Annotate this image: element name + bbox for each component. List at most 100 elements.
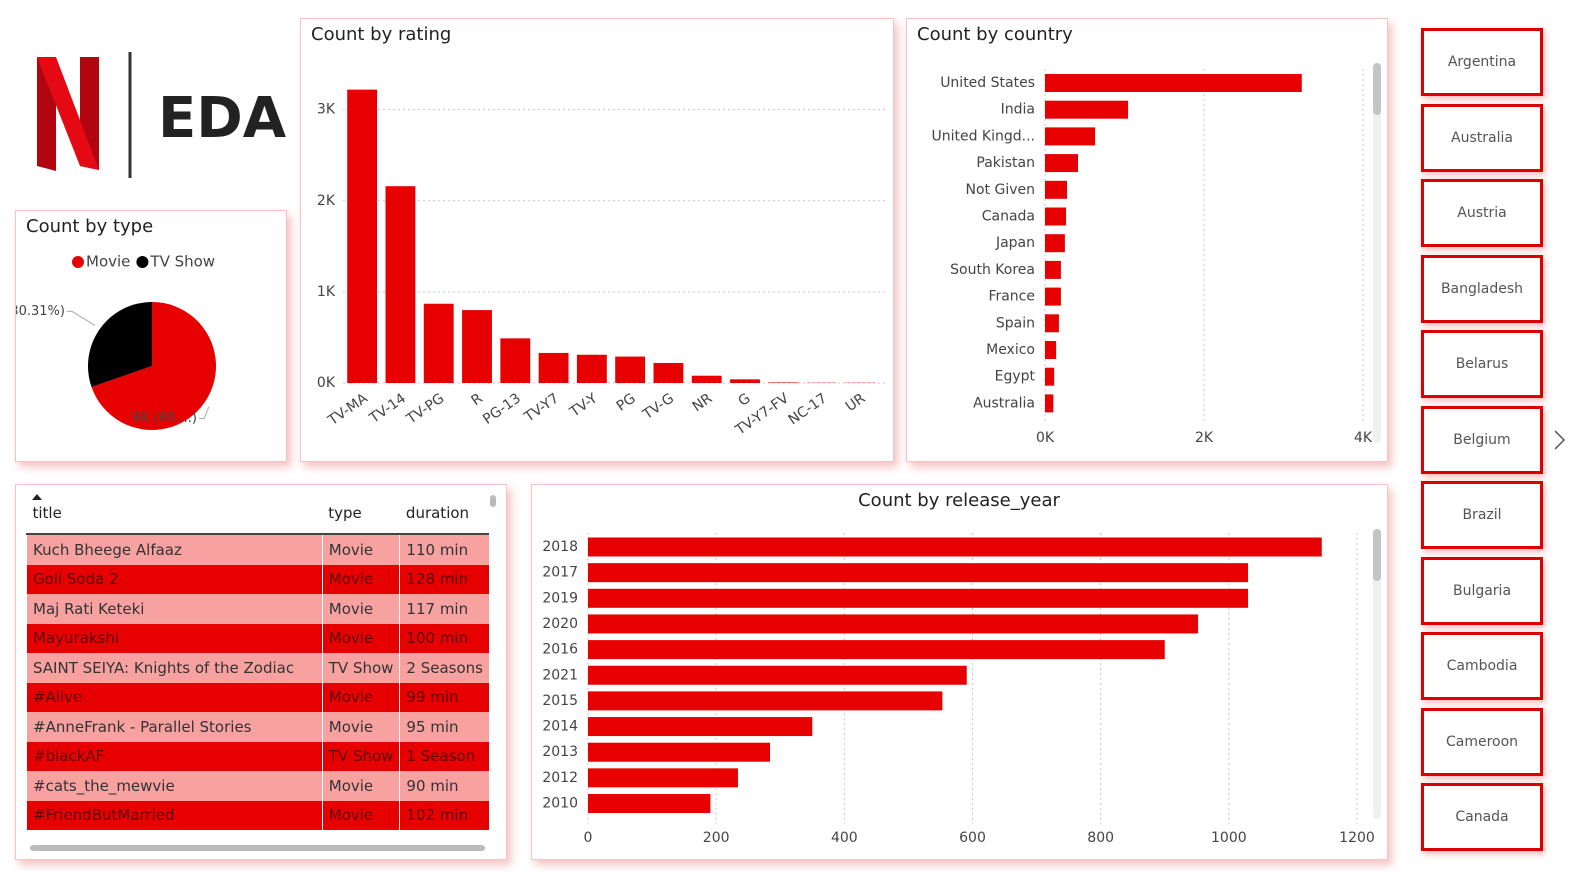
data-label: 6K (69....) — [133, 411, 197, 426]
table-cell: 2 Seasons — [399, 653, 489, 683]
x-tick-label: 1000 — [1211, 830, 1247, 846]
table-cell: #FriendButMarried — [26, 800, 323, 830]
bar — [1045, 394, 1054, 413]
table-cell: Movie — [321, 564, 400, 594]
h-scrollbar[interactable] — [30, 845, 485, 851]
x-tick-label: PG — [614, 390, 639, 414]
x-tick-label: G — [736, 390, 754, 409]
leader-line — [66, 310, 96, 326]
bar — [588, 537, 1322, 557]
slicer-button[interactable]: Brazil — [1421, 481, 1543, 549]
legend-swatch — [136, 256, 149, 268]
next-page[interactable] — [1550, 425, 1570, 455]
table-cell: #blackAF — [26, 741, 323, 771]
slicer-button[interactable]: Bangladesh — [1421, 254, 1543, 323]
y-tick-label: 2015 — [542, 693, 578, 709]
data-label: 3K (30.31%) — [16, 304, 65, 319]
v-scrollbar[interactable] — [490, 495, 496, 507]
table-cell: Movie — [321, 623, 400, 653]
year-panel: Count by release_year 0 200 400 600 800 1000 12… — [531, 484, 1388, 860]
slicer-button[interactable]: Argentina — [1421, 28, 1543, 96]
table-cell: TV Show — [321, 741, 400, 771]
x-tick-label: 1200 — [1339, 830, 1375, 846]
bar — [588, 742, 770, 762]
x-tick-label: 400 — [831, 830, 858, 846]
scroll-thumb[interactable] — [1373, 529, 1381, 581]
y-tick-label: 2019 — [542, 590, 578, 606]
table-cell: Mayurakshi — [26, 623, 323, 653]
table-cell: 110 min — [399, 534, 489, 565]
pie-slice — [91, 302, 216, 430]
scroll-thumb[interactable] — [1373, 63, 1381, 115]
table-row[interactable]: #FriendButMarried Movie 102 min — [26, 800, 489, 830]
column-header[interactable]: duration — [399, 493, 489, 535]
legend-label: Movie — [86, 253, 130, 271]
chart-title: Count by release_year — [858, 490, 1060, 511]
table-cell: Movie — [321, 682, 400, 712]
table-cell: Movie — [321, 534, 400, 565]
bar — [462, 310, 492, 383]
slicer-button[interactable]: Cambodia — [1421, 632, 1543, 700]
scroll-track[interactable] — [1373, 529, 1381, 819]
x-tick-label: TV-G — [639, 390, 677, 423]
bar — [1045, 287, 1061, 306]
column-header[interactable]: title — [26, 493, 323, 535]
data-table: title type duration Kuch Bheege Alfaaz Movie… — [26, 493, 489, 830]
column-header[interactable]: type — [322, 493, 400, 535]
y-tick-label: Australia — [973, 395, 1035, 411]
bar — [1045, 367, 1055, 386]
slicer-button[interactable]: Australia — [1421, 103, 1543, 172]
logo-n-diagonal — [37, 57, 99, 170]
table-row[interactable]: #blackAF TV Show 1 Season — [26, 741, 489, 771]
slicer-button[interactable]: Belgium — [1421, 405, 1543, 474]
bar — [588, 563, 1249, 583]
table-row[interactable]: SAINT SEIYA: Knights of the Zodiac TV Sho… — [26, 653, 489, 683]
slicer-button[interactable]: Canada — [1421, 783, 1543, 851]
y-tick-label: France — [988, 289, 1035, 305]
x-tick-label: UR — [843, 390, 869, 415]
y-tick-label: 2018 — [542, 539, 578, 555]
table-row[interactable]: Maj Rati Keteki Movie 117 min — [26, 594, 489, 624]
slicer-button[interactable]: Austria — [1421, 179, 1543, 247]
scroll-track[interactable] — [1373, 63, 1381, 443]
table-row[interactable]: Kuch Bheege Alfaaz Movie 110 min — [26, 534, 489, 565]
table-cell: Movie — [321, 594, 400, 624]
table-row[interactable]: #cats_the_mewvie Movie 90 min — [26, 771, 489, 801]
x-tick-label: TV-MA — [325, 390, 371, 429]
table-cell: 117 min — [399, 594, 489, 624]
table-cell: #AnneFrank - Parallel Stories — [26, 712, 323, 742]
y-tick-label: 2016 — [542, 642, 578, 658]
table-cell: Movie — [321, 800, 400, 830]
y-tick-label: 1K — [317, 284, 336, 300]
x-tick-label: R — [468, 390, 485, 409]
x-tick-label: NC-17 — [786, 390, 831, 428]
table-row[interactable]: Goli Soda 2 Movie 128 min — [26, 564, 489, 594]
bar — [588, 588, 1249, 608]
table-cell: 102 min — [399, 800, 489, 830]
slicer-button[interactable]: Cameroon — [1421, 707, 1543, 776]
x-tick-label: TV-14 — [366, 390, 409, 427]
bar — [385, 186, 416, 383]
table-row[interactable]: Mayurakshi Movie 100 min — [26, 623, 489, 653]
y-tick-label: 3K — [317, 102, 336, 118]
table-row[interactable]: #Alive Movie 99 min — [26, 682, 489, 712]
slicer-button[interactable]: Belarus — [1421, 330, 1543, 398]
table-cell: 1 Season — [399, 741, 489, 771]
x-tick-label: 0K — [1036, 430, 1055, 446]
y-tick-label: South Korea — [950, 262, 1035, 278]
y-tick-label: United States — [940, 75, 1035, 91]
bar — [1045, 207, 1067, 226]
x-tick-label: NR — [690, 390, 716, 415]
x-tick-label: TV-PG — [403, 390, 447, 428]
table-row[interactable]: #AnneFrank - Parallel Stories Movie 95 min — [26, 712, 489, 742]
bar — [538, 352, 569, 383]
table-cell: TV Show — [321, 653, 400, 683]
bar — [768, 382, 799, 383]
table-cell: Goli Soda 2 — [26, 564, 323, 594]
leader-line — [199, 406, 210, 420]
y-tick-label: 2021 — [542, 667, 578, 683]
x-tick-label: 800 — [1087, 830, 1114, 846]
pie-chart: Count by type Movie TV Show 6K (69....) 3K (… — [16, 216, 216, 430]
slicer-button[interactable]: Bulgaria — [1421, 556, 1543, 625]
